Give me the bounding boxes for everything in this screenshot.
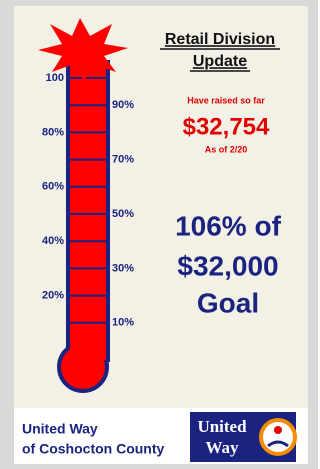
- scale-label: 100: [46, 72, 64, 84]
- amount: $32,754: [183, 113, 270, 140]
- logo-text: United: [197, 417, 247, 436]
- scale-label: 30%: [112, 262, 134, 274]
- poster: 100 80% 60% 40% 20% 90% 70% 50% 30% 10% Retail Di…: [0, 0, 318, 469]
- scale-label: 90%: [112, 99, 134, 111]
- org-name: United Way: [22, 421, 98, 437]
- goal-text: 106% of: [175, 210, 281, 241]
- scale-label: 50%: [112, 208, 134, 220]
- scale-label: 60%: [42, 181, 64, 193]
- scale-label: 10%: [112, 317, 134, 329]
- scale-label: 80%: [42, 126, 64, 138]
- goal-text: $32,000: [177, 250, 278, 281]
- raised-label: Have raised so far: [187, 95, 265, 105]
- logo-icon: [274, 426, 282, 434]
- as-of: As of 2/20: [205, 144, 248, 154]
- tube: [68, 62, 108, 360]
- title: Update: [193, 53, 247, 70]
- title: Retail Division: [165, 31, 275, 48]
- scale-label: 20%: [42, 290, 64, 302]
- org-name: of Coshocton County: [22, 441, 165, 457]
- logo-text: Way: [205, 438, 239, 457]
- tube-join: [70, 340, 106, 360]
- goal-text: Goal: [197, 287, 259, 318]
- scale-label: 70%: [112, 154, 134, 166]
- scale-label: 40%: [42, 235, 64, 247]
- logo-icon: [261, 420, 295, 454]
